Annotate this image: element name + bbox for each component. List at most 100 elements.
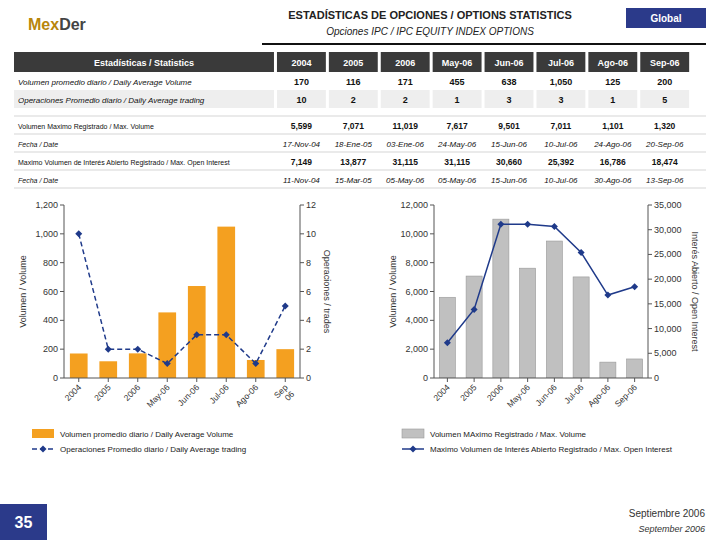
y2-axis	[648, 205, 649, 378]
bar	[129, 353, 147, 378]
marker	[497, 221, 504, 228]
footer-date: Septiembre 2006	[629, 508, 706, 519]
table-cell	[485, 72, 534, 90]
table-value: 11-Nov-04	[283, 176, 320, 185]
table-value: 24-Ago-06	[593, 140, 632, 149]
y2-tick-label: 0	[306, 373, 311, 383]
y-tick-label: 6,000	[405, 287, 428, 297]
y-tick	[60, 205, 64, 206]
table-header-cell	[381, 52, 430, 72]
table-header: Jul-06	[548, 58, 574, 68]
x-tick-label-group: 2006	[485, 382, 506, 403]
x-tick-label-group: Jun-06	[176, 382, 202, 408]
y2-tick-label: 12	[306, 200, 316, 210]
table-value: 9,501	[498, 121, 520, 131]
y2-tick	[300, 349, 304, 350]
table-cell	[588, 90, 637, 108]
table-value: 116	[346, 77, 361, 87]
table-value: 31,115	[444, 157, 470, 167]
table-value: 638	[501, 77, 516, 87]
y-tick-label: 800	[43, 258, 58, 268]
x-tick-label: 2004	[431, 382, 452, 403]
x-tick	[137, 378, 138, 382]
x-tick-label: May-06	[145, 382, 172, 409]
bar	[546, 241, 562, 378]
x-tick	[554, 378, 555, 382]
table-value: 10-Jul-06	[544, 140, 578, 149]
marker	[524, 221, 531, 228]
y-tick-label: 4,000	[405, 315, 428, 325]
y2-tick	[648, 303, 652, 304]
logo-part: Der	[59, 16, 86, 33]
y2-tick	[648, 378, 652, 379]
legend-marker	[410, 446, 417, 453]
table-value: 3	[507, 95, 512, 105]
x-tick-label-group: Ago-06	[234, 382, 261, 409]
y-tick	[430, 233, 434, 234]
table-value: 5	[662, 95, 667, 105]
marker	[252, 360, 259, 367]
table-header-cell	[433, 52, 482, 72]
table-cell	[277, 72, 326, 90]
table-rule	[14, 134, 706, 135]
marker	[471, 306, 478, 313]
x-axis	[64, 378, 300, 379]
table-rule	[14, 116, 706, 117]
y-tick	[60, 320, 64, 321]
table-value: 10	[296, 95, 306, 105]
marker	[282, 302, 289, 309]
table-value: 16,786	[600, 157, 626, 167]
x-tick-label: Jul-06	[207, 382, 231, 406]
legend-swatch	[32, 429, 54, 438]
y-label: Volumen / Volume	[388, 255, 398, 328]
x-tick-label-group: Jun-06	[533, 382, 559, 408]
y-tick-label: 0	[423, 373, 428, 383]
y-tick	[60, 262, 64, 263]
table-cell	[381, 72, 430, 90]
bar	[247, 360, 265, 378]
y2-tick-label: 15,000	[654, 299, 682, 309]
table-cell	[14, 90, 274, 108]
bar	[188, 286, 206, 378]
title: ESTADÍSTICAS DE OPCIONES / OPTIONS STATI…	[288, 9, 572, 21]
table-header-cell	[536, 52, 585, 72]
x-tick	[634, 378, 635, 382]
bar	[439, 297, 455, 378]
page-number: 35	[15, 514, 33, 531]
line	[79, 234, 286, 364]
y2-label: Interés Abierto / Open Interest	[690, 231, 700, 352]
bar	[627, 359, 643, 378]
table-value: 2	[403, 95, 408, 105]
x-axis	[434, 378, 648, 379]
x-tick-label: 2005	[92, 382, 113, 403]
chart: 02004006008001,0001,20002468101220042005…	[18, 200, 332, 454]
y-tick	[60, 349, 64, 350]
y2-tick-label: 0	[654, 373, 659, 383]
table-value: 1,320	[654, 121, 676, 131]
y2-tick	[648, 229, 652, 230]
y-label: Volumen / Volume	[18, 255, 28, 328]
table-cell	[329, 72, 378, 90]
table-header-cell	[329, 52, 378, 72]
y2-tick	[300, 233, 304, 234]
table-value: 1,050	[550, 77, 573, 87]
logo: MexDer	[28, 16, 86, 33]
footer-date: September 2006	[638, 524, 705, 534]
x-tick	[108, 378, 109, 382]
x-tick-label-group: Jul-06	[207, 382, 231, 406]
x-tick	[285, 378, 286, 382]
table-value: 455	[450, 77, 465, 87]
x-tick-label-group: Sep06	[272, 382, 297, 407]
y2-tick-label: 20,000	[654, 274, 682, 284]
y-tick-label: 2,000	[405, 344, 428, 354]
table-row-label: Volumen promedio diario / Daily Average …	[18, 78, 192, 87]
table-rule	[14, 152, 706, 153]
table-cell	[536, 72, 585, 90]
table-value: 17-Nov-04	[283, 140, 321, 149]
x-tick-label: Sep06	[272, 382, 297, 407]
bar	[99, 361, 117, 378]
y2-tick-label: 35,000	[654, 200, 682, 210]
badge	[626, 8, 706, 28]
marker	[551, 223, 558, 230]
table-header-cell	[588, 52, 637, 72]
